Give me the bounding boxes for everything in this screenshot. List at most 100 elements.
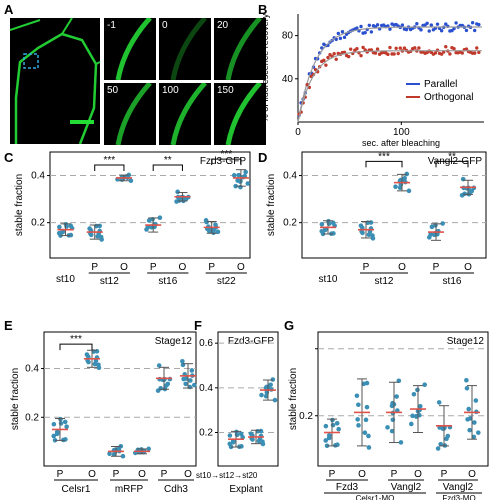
recovery-point-0 (336, 31, 340, 36)
group-label: st12 (100, 276, 119, 287)
data-point (94, 349, 100, 354)
recovery-point-1 (460, 51, 464, 55)
y-tick-label: 0.4 (199, 383, 213, 394)
recovery-point-0 (334, 37, 338, 42)
data-point (233, 183, 238, 189)
x-tick-label: 0 (295, 127, 301, 138)
recovery-point-1 (413, 46, 417, 50)
data-point (51, 421, 57, 427)
orthogonal-label: O (179, 262, 187, 273)
data-point (362, 430, 368, 436)
data-point (231, 173, 237, 178)
recovery-point-1 (375, 47, 380, 51)
significance-bracket (59, 343, 93, 351)
recovery-point-0 (435, 22, 440, 26)
data-point (472, 420, 477, 425)
data-point (86, 359, 91, 365)
significance-bracket (152, 164, 183, 171)
data-point (436, 400, 442, 405)
parallel-label: P (329, 469, 336, 480)
data-point (146, 218, 152, 223)
y-axis-label: stable fraction (10, 368, 21, 430)
group-label: Cdh3 (164, 484, 188, 495)
data-point (323, 423, 329, 429)
panel-title: Stage12 (447, 336, 485, 347)
data-point (107, 451, 112, 457)
data-point (260, 441, 266, 447)
recovery-point-1 (346, 54, 351, 59)
orthogonal-label: O (398, 262, 406, 273)
data-point (370, 236, 376, 241)
recovery-point-1 (439, 52, 444, 56)
y-tick-label: 0.4 (31, 171, 45, 182)
orthogonal-label: O (88, 469, 96, 480)
data-point (366, 445, 372, 450)
y-tick-label: 0.4 (25, 364, 39, 375)
cell-outline-image (10, 18, 100, 144)
data-point (158, 385, 163, 391)
timepoint-label: 20 (217, 20, 229, 31)
timelapse-tile: 150 (214, 83, 266, 145)
data-point (258, 428, 264, 434)
data-point (422, 382, 427, 388)
timelapse-tile: 20 (214, 18, 266, 80)
data-point (394, 394, 399, 399)
data-point (406, 188, 412, 194)
parallel-label: P (161, 469, 168, 480)
data-point (99, 237, 104, 242)
y-axis-label: stable fraction (288, 368, 299, 430)
orthogonal-label: O (468, 469, 476, 480)
data-point (368, 220, 374, 225)
data-point (230, 440, 236, 445)
recovery-point-1 (433, 51, 438, 55)
data-point (440, 221, 445, 226)
data-point (243, 169, 248, 175)
data-point (215, 229, 221, 235)
recovery-point-1 (359, 53, 363, 58)
y-tick-label: 0.2 (31, 218, 45, 229)
recovery-point-0 (419, 28, 423, 32)
timelapse-tile: -1 (104, 18, 156, 80)
orthogonal-label: O (464, 262, 472, 273)
data-point (51, 433, 57, 439)
data-point (211, 227, 217, 232)
data-point (259, 392, 264, 398)
explant-stable-fraction-chart: Fzd3-GFP 0.2 0.4 0.6 st10→st12→st20 Explant (196, 331, 279, 495)
recovery-point-1 (448, 52, 452, 56)
data-point (333, 443, 338, 448)
data-point (62, 419, 68, 425)
panel-label-g: G (284, 318, 295, 333)
significance-stars: ** (164, 155, 172, 166)
plot-frame (217, 331, 279, 467)
recovery-point-0 (425, 21, 429, 26)
recovery-point-0 (439, 29, 444, 33)
data-point (426, 235, 432, 240)
recovery-point-1 (402, 46, 407, 50)
fit-curve (297, 26, 482, 123)
recovery-point-1 (396, 51, 400, 56)
data-point (54, 431, 60, 437)
data-point (408, 421, 414, 427)
data-point (96, 365, 102, 371)
timepoint-label: 150 (217, 85, 234, 96)
y-axis-label: stable fraction (14, 174, 25, 236)
data-point (263, 394, 269, 399)
y-axis-label: % of fluorescence recovery (260, 13, 270, 122)
orthogonal-label: O (184, 469, 192, 480)
parallel-label: P (150, 262, 157, 273)
panel-label-d: D (258, 150, 268, 165)
group-label: Vangl2 (443, 482, 474, 493)
y-tick-label: 0.2 (299, 411, 313, 422)
panel-label-a: A (4, 2, 14, 17)
recovery-point-0 (477, 22, 481, 27)
recovery-point-1 (444, 45, 448, 49)
significance-stars: *** (70, 334, 82, 345)
stage-progression-label: st10→st12→st20 (196, 471, 258, 480)
recovery-point-1 (398, 46, 402, 50)
significance-stars: ** (448, 151, 456, 162)
y-tick-label: 0.4 (283, 171, 297, 182)
data-point (58, 421, 64, 426)
data-point (263, 385, 269, 391)
overview-micrograph (10, 18, 100, 144)
data-point (188, 378, 193, 383)
